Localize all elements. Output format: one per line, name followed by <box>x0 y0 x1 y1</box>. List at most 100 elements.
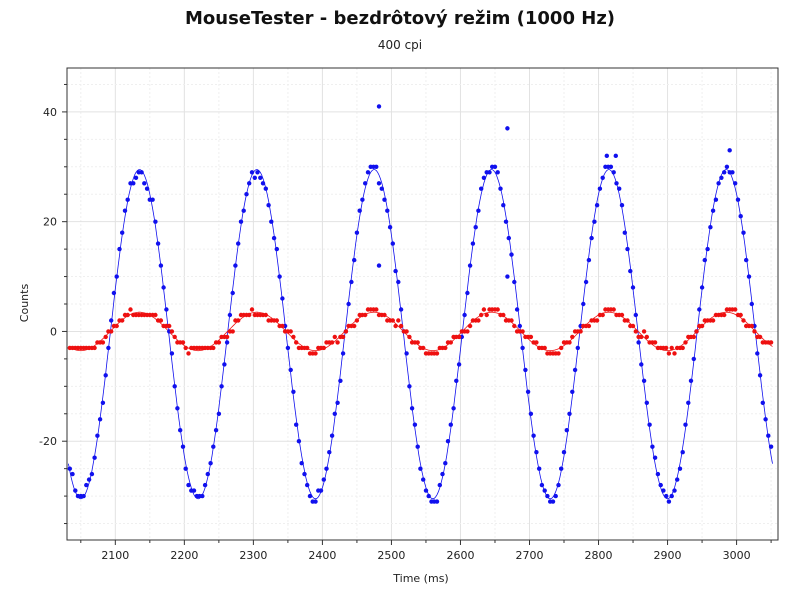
series-0-point <box>202 482 208 488</box>
series-1-point <box>247 312 252 318</box>
series-0-point <box>244 192 249 197</box>
series-0-point <box>564 428 569 433</box>
series-0-point <box>307 493 313 499</box>
series-1-point <box>434 351 440 356</box>
series-1-point <box>633 329 638 334</box>
series-0-point <box>467 263 473 268</box>
series-1-point <box>393 323 398 329</box>
series-0-point <box>233 263 238 268</box>
series-1-point <box>722 312 727 318</box>
series-0-point <box>271 235 277 241</box>
series-1-point <box>120 318 125 323</box>
series-0-point <box>335 400 340 405</box>
series-0-point <box>266 203 271 208</box>
series-0-point <box>628 268 633 274</box>
series-1-point <box>586 323 592 329</box>
series-1-point <box>114 323 119 329</box>
series-1-point <box>335 340 340 345</box>
series-0-point <box>360 197 365 202</box>
series-0-point <box>131 181 136 186</box>
series-0-point <box>95 433 100 438</box>
series-0-point <box>144 186 150 191</box>
series-1-point <box>481 307 487 312</box>
series-0-point <box>211 444 216 449</box>
series-0-point <box>619 203 625 208</box>
series-0-point <box>227 312 233 318</box>
series-1-point <box>710 318 716 323</box>
series-1-point <box>415 340 420 345</box>
x-tick-label: 2600 <box>446 549 474 562</box>
series-0-point <box>352 257 357 263</box>
series-1-point <box>479 312 484 318</box>
series-0-point <box>252 175 257 180</box>
series-0-point <box>346 301 351 307</box>
series-0-point <box>575 345 580 351</box>
x-axis-label: Time (ms) <box>392 572 448 585</box>
series-0-point <box>299 461 304 466</box>
series-1-point <box>421 345 426 351</box>
series-0-point <box>542 488 547 493</box>
series-0-point <box>423 488 429 493</box>
series-0-point <box>749 301 754 307</box>
series-0-point <box>277 274 282 279</box>
series-0-point <box>647 422 652 427</box>
series-0-point <box>672 488 677 493</box>
series-0-point <box>73 488 78 493</box>
series-1-point <box>305 345 310 351</box>
series-1-point <box>291 334 296 340</box>
series-0-point <box>572 367 578 373</box>
series-0-point <box>161 285 166 290</box>
x-tick-label: 2800 <box>585 549 613 562</box>
series-0-point <box>498 186 503 191</box>
series-0-point <box>755 351 760 356</box>
series-0-point <box>757 373 763 378</box>
series-0-point <box>589 235 594 241</box>
series-1-point <box>288 329 293 334</box>
series-0-point <box>669 493 674 499</box>
series-0-point <box>122 208 128 213</box>
series-0-point <box>291 389 296 394</box>
series-1-point <box>100 340 106 345</box>
y-tick-label: 20 <box>43 216 57 229</box>
series-0-point <box>183 466 188 471</box>
series-0-point <box>387 225 393 230</box>
series-1-point <box>448 340 453 345</box>
series-0-point <box>224 340 230 345</box>
series-0-point <box>260 181 266 186</box>
series-0-point <box>208 461 213 466</box>
series-1-point <box>294 340 299 345</box>
series-1-point <box>611 307 616 312</box>
series-0-point <box>492 164 498 169</box>
series-0-point <box>164 307 169 312</box>
series-0-point <box>567 411 572 416</box>
series-1-point <box>321 345 326 351</box>
series-0-point <box>614 181 619 186</box>
series-0-point <box>191 488 197 493</box>
series-1-point <box>172 334 177 340</box>
series-0-point <box>514 307 520 312</box>
series-0-point <box>586 257 592 263</box>
series-0-point <box>269 219 274 224</box>
series-1-point <box>456 334 462 340</box>
series-0-point <box>581 301 586 307</box>
series-0-point <box>733 181 738 186</box>
series-0-line <box>68 169 773 500</box>
series-1-point <box>249 307 255 312</box>
series-0-point <box>583 279 589 285</box>
series-0-point <box>570 389 575 394</box>
series-1-point <box>749 323 754 329</box>
series-0-point <box>561 450 567 455</box>
series-0-point <box>730 170 735 175</box>
series-0-point <box>125 197 130 202</box>
series-1-point <box>495 307 500 312</box>
series-1-point <box>741 318 746 323</box>
series-1-point <box>768 340 774 345</box>
series-0-point <box>109 318 114 323</box>
series-0-point <box>84 482 89 488</box>
series-1-point <box>484 312 489 318</box>
series-0-point <box>280 296 285 301</box>
series-1-point <box>699 323 705 329</box>
series-1-point <box>625 318 630 323</box>
series-0-point <box>150 197 155 202</box>
series-0-point <box>760 400 765 405</box>
